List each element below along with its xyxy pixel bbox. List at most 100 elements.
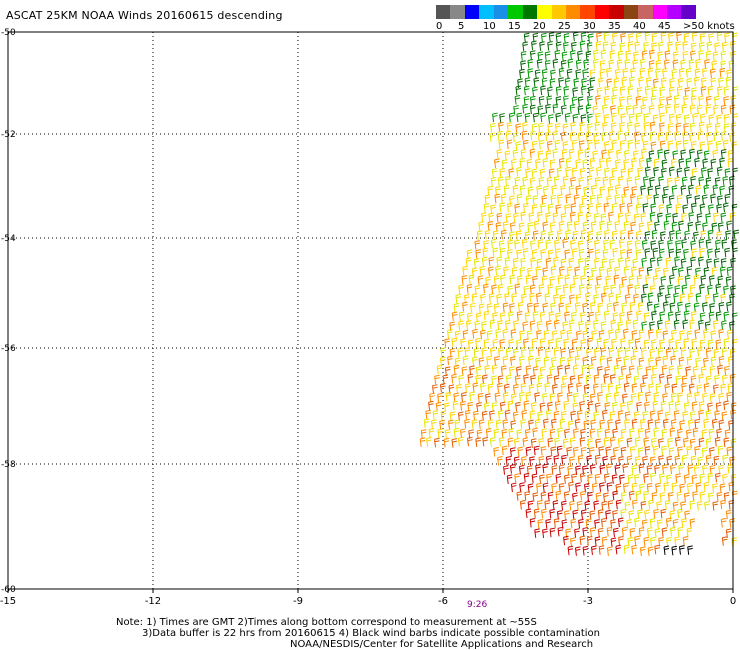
wind-barb [681,176,688,187]
wind-barb [675,240,681,250]
wind-barb [471,419,478,429]
wind-barb [667,239,673,250]
wind-barb [631,330,638,340]
wind-barb [545,409,552,420]
wind-barb [708,275,715,285]
wind-barb [596,194,603,204]
wind-barb [709,68,716,79]
wind-barb [631,544,637,555]
wind-barb [567,465,573,475]
wind-barb [541,77,548,88]
wind-barb [537,374,544,385]
wind-barb [562,283,569,294]
wind-barb [647,357,654,367]
wind-barb [715,283,721,294]
wind-barb [536,500,543,510]
wind-barb [698,42,705,52]
wind-barb [682,139,689,150]
wind-barb [610,41,617,52]
wind-barb [524,77,531,87]
wind-barb [698,256,704,267]
wind-barb [606,220,613,231]
wind-barb [703,481,710,492]
wind-barb [606,357,613,367]
wind-barb [520,346,527,357]
wind-barb [504,409,511,420]
wind-barb [666,96,672,106]
wind-barb [582,545,589,556]
wind-barb [636,194,643,205]
wind-barb [575,293,582,304]
wind-barb [622,482,629,493]
wind-barb [580,32,587,42]
wind-barb [612,86,618,97]
wind-barb [628,365,635,376]
wind-barb [572,31,579,42]
wind-barb [653,158,660,169]
wind-barb [681,375,688,385]
wind-barb [617,50,624,61]
wind-barb [679,420,685,430]
wind-barb [650,240,656,250]
wind-barb [606,302,613,313]
wind-barb [662,330,669,340]
wind-barb [600,49,607,60]
wind-barb [519,356,525,366]
wind-barb [580,446,587,457]
wind-barb [578,320,584,331]
wind-barb [481,410,488,421]
wind-barb [650,141,657,152]
wind-barb [655,68,661,78]
wind-barb [546,140,553,151]
wind-barb [705,50,712,61]
wind-barb [640,104,647,115]
wind-barb [503,266,509,277]
wind-barb [575,482,581,492]
wind-barb [677,508,683,519]
wind-barb [577,50,583,61]
wind-barb [626,249,633,259]
wind-barb [434,374,440,385]
legend-swatch [565,5,581,19]
wind-barb [676,167,683,178]
wind-barb [481,256,488,267]
wind-barb [707,167,713,178]
wind-barb [478,419,485,429]
wind-barb [712,319,719,330]
wind-barb [631,482,638,493]
wind-barb [670,355,676,366]
wind-barb [442,374,449,384]
wind-barb [534,528,540,538]
wind-barb [627,167,634,178]
wind-barb [685,68,692,78]
wind-barb [539,41,545,51]
wind-barb [594,454,601,465]
wind-barb [587,438,593,448]
wind-barb [513,320,519,330]
wind-barb [654,544,660,555]
wind-barb [675,311,681,321]
wind-barb [724,32,730,43]
wind-barb [654,221,660,231]
wind-barb [686,265,693,276]
wind-barb [547,86,553,97]
wind-barb [624,294,631,304]
legend-swatch [450,5,465,19]
wind-barb [519,267,526,277]
wind-barb [730,122,737,132]
wind-barb [729,321,735,331]
wind-barb [649,176,655,187]
wind-barb [675,203,681,214]
wind-barb [523,285,530,296]
wind-barb [559,357,566,367]
wind-barb [570,176,576,187]
wind-barb [574,355,581,366]
wind-barb [566,266,573,277]
wind-barb [522,437,529,447]
wind-barb [569,50,576,60]
wind-barb [547,437,553,448]
wind-barb [531,473,538,484]
wind-barb [605,392,612,403]
wind-barb [447,419,454,430]
wind-barb [699,247,705,258]
